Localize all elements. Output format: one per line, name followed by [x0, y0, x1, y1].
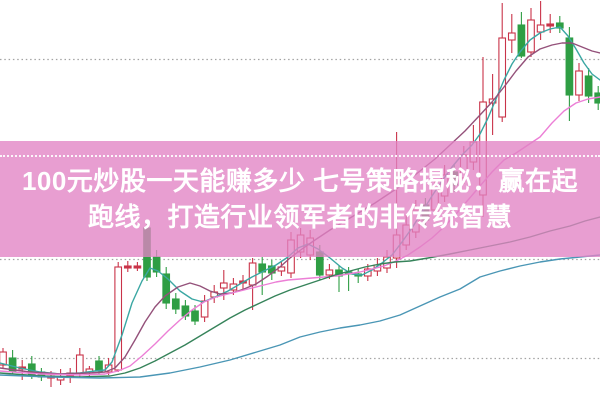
candle-body [565, 37, 574, 96]
candle-body [0, 351, 7, 366]
headline-line-1: 100元炒股一天能赚多少 七号策略揭秘：赢在起 [21, 166, 579, 196]
candle-body [527, 19, 535, 53]
candle-body [75, 354, 84, 374]
candle-body [162, 273, 171, 304]
candle-body [123, 265, 132, 269]
candle-body [248, 262, 257, 286]
candle-body [555, 22, 564, 29]
candle-body [325, 269, 334, 276]
candle-body [114, 266, 123, 371]
candle-body [517, 24, 526, 57]
candle-body [546, 23, 555, 27]
ma-blue [0, 254, 600, 379]
candle-body [507, 32, 516, 41]
ma-fast-teal [0, 26, 600, 375]
candle-body [191, 310, 199, 322]
candle-body [133, 265, 142, 269]
headline-text: 100元炒股一天能赚多少 七号策略揭秘：赢在起 跑线，打造行业领军者的非传统智慧 [0, 163, 600, 235]
banner-dotted-gridline [0, 155, 600, 157]
candle-body [536, 24, 545, 33]
candle-body [181, 305, 190, 317]
candle-body [575, 70, 583, 96]
candle-body [95, 360, 103, 372]
candle-body [152, 256, 161, 273]
candle-body [229, 283, 238, 291]
candle-body [8, 357, 17, 372]
candle-body [584, 75, 593, 97]
candle-body [171, 298, 180, 310]
candle-body [219, 282, 228, 289]
headline-banner: 100元炒股一天能赚多少 七号策略揭秘：赢在起 跑线，打造行业领军者的非传统智慧 [0, 141, 600, 257]
headline-line-2: 跑线，打造行业领军者的非传统智慧 [87, 202, 512, 232]
